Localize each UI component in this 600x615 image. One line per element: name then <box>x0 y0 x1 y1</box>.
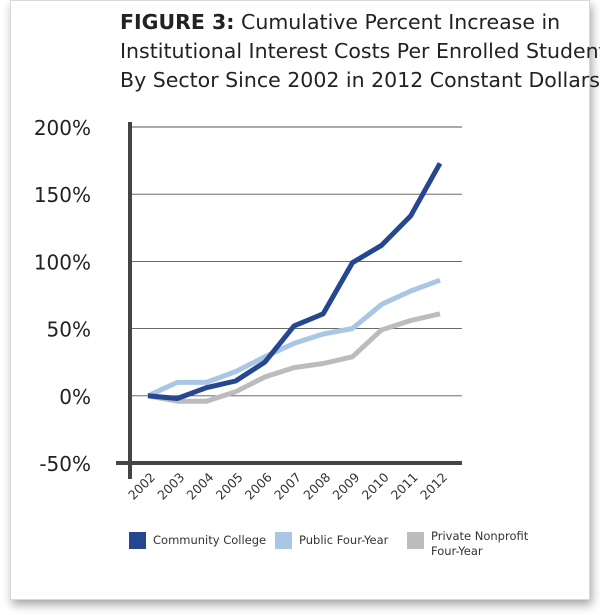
legend-item-community-college: Community College <box>129 532 266 549</box>
legend-label-public-four-year: Public Four-Year <box>299 533 389 547</box>
series-line-public-four-year <box>146 277 441 399</box>
legend-item-private-nonprofit: Private Nonprofit Four-Year <box>407 529 529 559</box>
title-line-2: Institutional Interest Costs Per Enrolle… <box>120 39 600 63</box>
y-tick-label-200: 200% <box>34 116 91 140</box>
legend-label-private-nonprofit-line1: Private Nonprofit <box>431 529 529 543</box>
legend-swatch-public-four-year <box>275 532 292 549</box>
y-tick-label-150: 150% <box>34 183 91 207</box>
x-tick-label-2004: 2004 <box>183 469 216 502</box>
figure-number: FIGURE 3: <box>120 10 235 34</box>
title-line-3: By Sector Since 2002 in 2012 Constant Do… <box>120 68 600 92</box>
y-tick-label-50: 50% <box>47 318 91 342</box>
legend-swatch-community-college <box>129 532 146 549</box>
legend-label-private-nonprofit-line2: Four-Year <box>431 544 483 558</box>
series-line-community-college <box>147 162 443 401</box>
x-tick-label-2012: 2012 <box>417 470 450 503</box>
title-line-1: Cumulative Percent Increase in <box>241 10 561 34</box>
x-tick-label-2006: 2006 <box>242 469 275 502</box>
x-tick-label-2009: 2009 <box>329 469 362 502</box>
x-tick-label-2011: 2011 <box>388 470 421 503</box>
x-tick-label-2008: 2008 <box>300 469 333 502</box>
figure-title: FIGURE 3: Cumulative Percent Increase in… <box>120 8 600 95</box>
legend-swatch-private-nonprofit <box>407 532 424 549</box>
x-tick-label-2010: 2010 <box>359 469 392 502</box>
y-tick-label-0: 0% <box>59 385 91 409</box>
series-line-private-nonprofit-four-year <box>147 311 441 404</box>
x-tick-label-2003: 2003 <box>154 470 187 503</box>
figure-card <box>10 0 590 600</box>
y-tick-label-100: 100% <box>34 250 91 274</box>
x-tick-label-2005: 2005 <box>213 470 246 503</box>
legend-label-community-college: Community College <box>153 533 267 547</box>
x-tick-label-2007: 2007 <box>271 470 304 503</box>
legend-item-public-four-year: Public Four-Year <box>275 532 388 549</box>
y-tick-label--50: -50% <box>39 452 91 476</box>
